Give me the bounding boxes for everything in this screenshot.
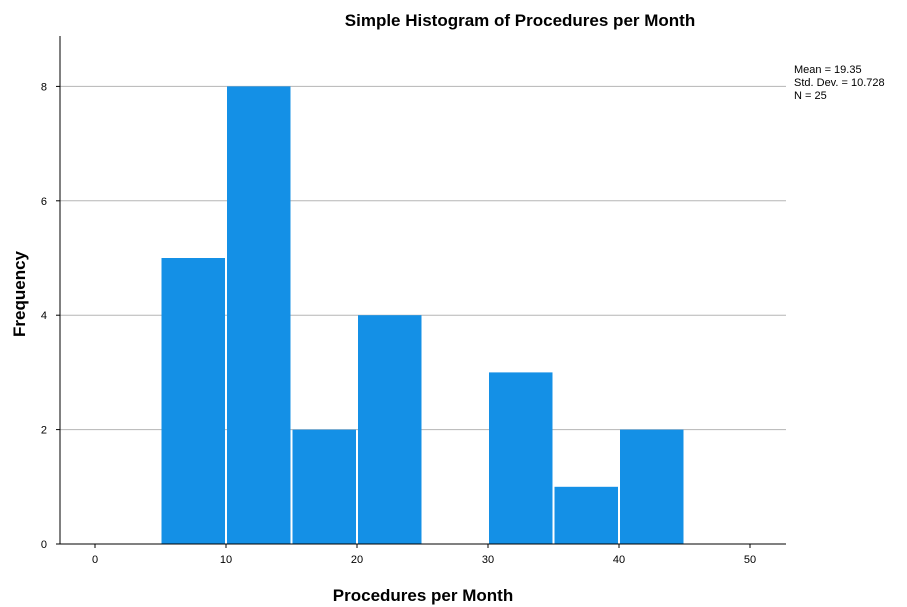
histogram-bars	[161, 86, 684, 545]
histogram-bar-6	[554, 486, 618, 544]
x-tick-label-40: 40	[613, 554, 625, 566]
stat-n: N = 25	[794, 90, 827, 102]
histogram-bar-0	[161, 258, 225, 544]
y-tick-label-6: 6	[41, 196, 47, 208]
y-tick-label-2: 2	[41, 425, 47, 437]
chart-title: Simple Histogram of Procedures per Month	[345, 11, 695, 30]
x-tick-label-20: 20	[351, 554, 363, 566]
statistics-box: Mean = 19.35 Std. Dev. = 10.728 N = 25	[794, 64, 885, 102]
x-tick-label-0: 0	[92, 554, 98, 566]
y-tick-label-8: 8	[41, 81, 47, 93]
y-tick-labels: 0 2 4 6 8	[41, 81, 60, 551]
histogram-bar-7	[620, 429, 684, 544]
histogram-bar-1	[227, 86, 291, 545]
stat-std-dev: Std. Dev. = 10.728	[794, 77, 885, 89]
y-axis-label: Frequency	[10, 250, 29, 337]
x-tick-label-30: 30	[482, 554, 494, 566]
axes	[59, 36, 786, 545]
histogram-bar-3	[358, 315, 422, 544]
x-tick-label-50: 50	[744, 554, 756, 566]
x-tick-labels: 0 10 20 30 40 50	[92, 544, 756, 566]
histogram-bar-5	[489, 372, 553, 544]
x-tick-label-10: 10	[220, 554, 232, 566]
histogram-bar-2	[292, 429, 356, 544]
y-tick-label-4: 4	[41, 310, 47, 322]
y-tick-label-0: 0	[41, 539, 47, 551]
x-axis-label: Procedures per Month	[333, 586, 513, 605]
stat-mean: Mean = 19.35	[794, 64, 862, 76]
